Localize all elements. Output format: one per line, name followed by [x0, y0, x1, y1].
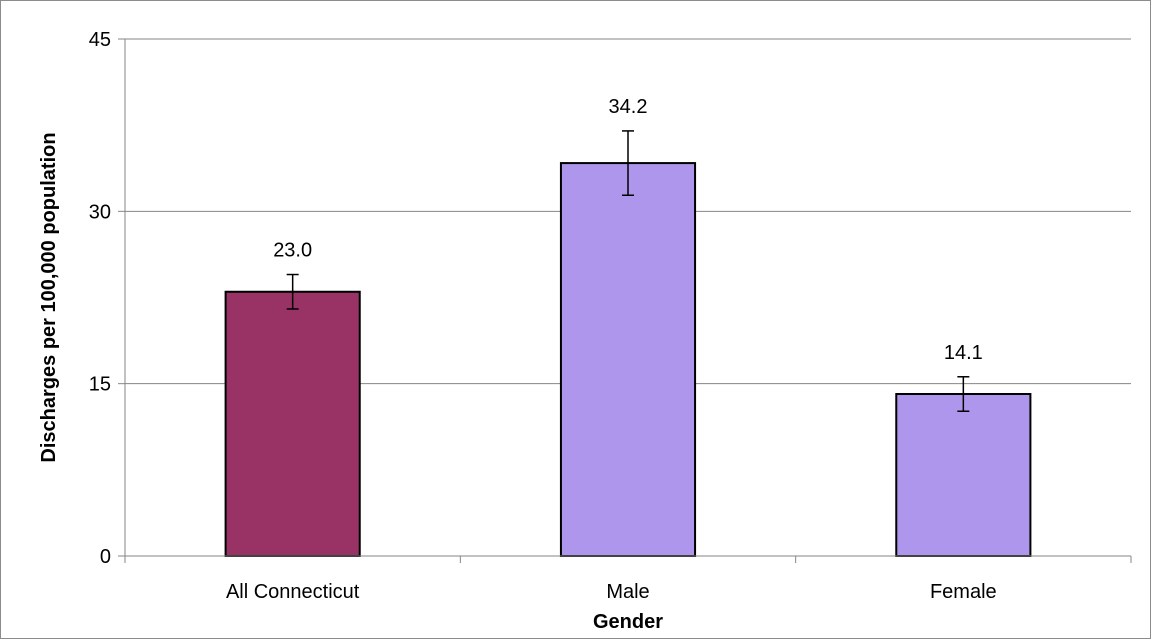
- labels: 0 15 30 45 23.0 All Connecticut 34.2 Male 14.1 Fe…: [89, 29, 997, 603]
- x-tick-label: All Connecticut: [226, 581, 360, 603]
- data-label: 34.2: [609, 96, 648, 118]
- axes: [118, 38, 1132, 563]
- y-tick-label: 15: [89, 374, 111, 396]
- bar: [895, 393, 1032, 557]
- y-axis-title: Discharges per 100,000 population: [38, 132, 60, 462]
- bar: [559, 162, 697, 558]
- bars: [224, 130, 1032, 558]
- data-label: 23.0: [273, 240, 312, 262]
- x-axis-title: Gender: [593, 611, 663, 633]
- y-tick-label: 45: [89, 29, 111, 51]
- y-tick-label: 30: [89, 201, 111, 223]
- x-tick-label: Male: [606, 581, 649, 603]
- bar: [224, 290, 361, 557]
- data-label: 14.1: [944, 342, 983, 364]
- y-tick-label: 0: [100, 546, 111, 568]
- x-tick-label: Female: [930, 581, 997, 603]
